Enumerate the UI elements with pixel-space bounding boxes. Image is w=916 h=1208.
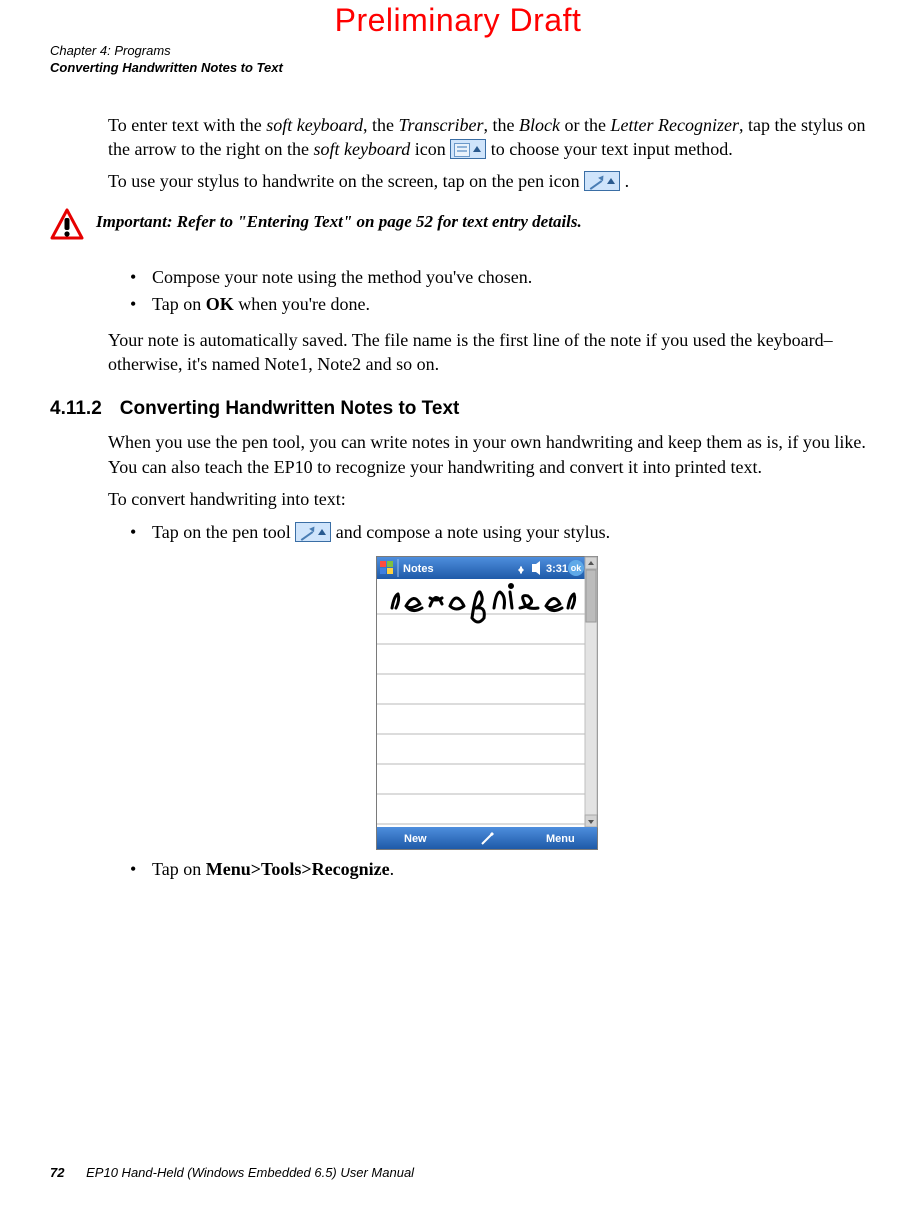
svg-text:3:31: 3:31 [546, 563, 568, 575]
term: soft keyboard [313, 139, 410, 159]
bullet-list: Compose your note using the method you'v… [108, 264, 866, 318]
text: To use your stylus to handwrite on the s… [108, 171, 584, 191]
svg-text:New: New [404, 833, 427, 845]
paragraph: To enter text with the soft keyboard, th… [108, 113, 866, 162]
text: or the [560, 115, 610, 135]
page-number: 72 [50, 1165, 64, 1180]
section-heading: 4.11.2 Converting Handwritten Notes to T… [50, 398, 866, 420]
list-item: Tap on OK when you're done. [130, 291, 866, 318]
text: Tap on [152, 859, 206, 879]
text: when you're done. [234, 294, 370, 314]
section-title: Converting Handwritten Notes to Text [120, 398, 460, 420]
text: Tap on [152, 294, 206, 314]
term: Block [519, 115, 560, 135]
chapter-line: Chapter 4: Programs [50, 43, 866, 60]
svg-text:ok: ok [571, 563, 582, 573]
pen-icon [584, 171, 620, 191]
paragraph: To use your stylus to handwrite on the s… [108, 169, 866, 193]
term: Transcriber [399, 115, 484, 135]
text: Compose your note using the method you'v… [152, 267, 532, 287]
notes-app-screenshot: Notes 3:31 ok [376, 556, 598, 850]
list-item: Tap on Menu>Tools>Recognize. [130, 856, 866, 883]
warning-icon [50, 208, 84, 248]
text: to choose your text input method. [491, 139, 733, 159]
list-item: Tap on the pen tool and compose a note u… [130, 519, 866, 546]
pen-icon [295, 522, 331, 542]
text: . [390, 859, 395, 879]
term: soft keyboard [266, 115, 363, 135]
svg-text:Notes: Notes [403, 563, 434, 575]
text: , the [484, 115, 520, 135]
svg-text:Menu: Menu [546, 833, 575, 845]
text: icon [410, 139, 450, 159]
keyboard-icon [450, 139, 486, 159]
paragraph: To convert handwriting into text: [108, 487, 866, 511]
bullet-list: Tap on Menu>Tools>Recognize. [108, 856, 866, 883]
manual-title: EP10 Hand-Held (Windows Embedded 6.5) Us… [86, 1165, 414, 1180]
text: and compose a note using your stylus. [336, 522, 610, 542]
chapter-subline: Converting Handwritten Notes to Text [50, 60, 866, 77]
list-item: Compose your note using the method you'v… [130, 264, 866, 291]
text: Tap on the pen tool [152, 522, 295, 542]
bullet-list: Tap on the pen tool and compose a note u… [108, 519, 866, 546]
preliminary-watermark: Preliminary Draft [50, 0, 866, 43]
important-note: Important: Refer to "Entering Text" on p… [96, 208, 582, 232]
text: To enter text with the [108, 115, 266, 135]
chapter-header: Chapter 4: Programs Converting Handwritt… [50, 43, 866, 77]
text: . [625, 171, 630, 191]
text: , the [363, 115, 399, 135]
bold: Menu>Tools>Recognize [206, 859, 390, 879]
paragraph: When you use the pen tool, you can write… [108, 430, 866, 479]
section-number: 4.11.2 [50, 398, 102, 420]
bold: OK [206, 294, 234, 314]
term: Letter Recognizer [611, 115, 739, 135]
page-footer: 72 EP10 Hand-Held (Windows Embedded 6.5)… [50, 1165, 414, 1180]
paragraph: Your note is automatically saved. The fi… [108, 328, 866, 377]
